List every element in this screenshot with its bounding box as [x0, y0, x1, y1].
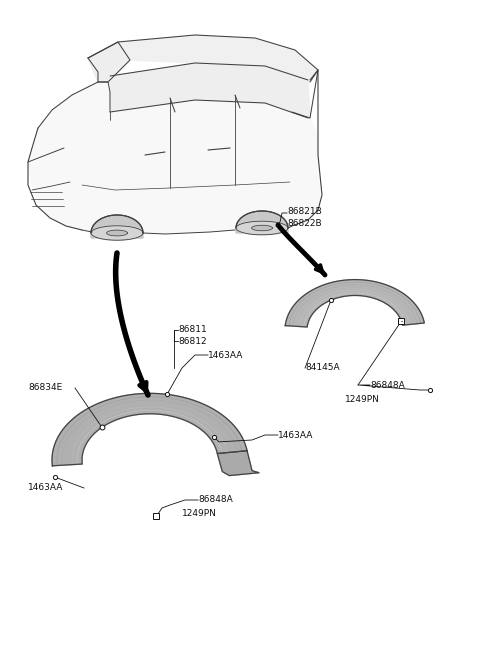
- Text: 1249PN: 1249PN: [345, 396, 380, 405]
- Polygon shape: [88, 35, 318, 82]
- Polygon shape: [110, 63, 310, 118]
- Polygon shape: [91, 215, 143, 238]
- Polygon shape: [217, 451, 259, 476]
- Text: 1249PN: 1249PN: [182, 508, 217, 518]
- Polygon shape: [236, 211, 288, 233]
- Text: 86834E: 86834E: [28, 384, 62, 392]
- Text: 86848A: 86848A: [370, 380, 405, 390]
- Text: 86812: 86812: [178, 337, 206, 346]
- Text: 1463AA: 1463AA: [278, 430, 313, 440]
- Polygon shape: [91, 226, 143, 240]
- Text: 1463AA: 1463AA: [28, 483, 63, 493]
- Polygon shape: [88, 42, 130, 82]
- Text: 84145A: 84145A: [305, 363, 340, 373]
- Polygon shape: [107, 230, 127, 236]
- Text: 86821B: 86821B: [287, 207, 322, 216]
- Text: 86848A: 86848A: [198, 495, 233, 504]
- Polygon shape: [285, 279, 424, 327]
- Polygon shape: [52, 394, 247, 466]
- Polygon shape: [236, 221, 288, 235]
- Polygon shape: [28, 82, 320, 234]
- Polygon shape: [252, 225, 272, 231]
- Text: 1463AA: 1463AA: [208, 350, 243, 359]
- Text: 86822B: 86822B: [287, 220, 322, 228]
- Text: 86811: 86811: [178, 325, 207, 335]
